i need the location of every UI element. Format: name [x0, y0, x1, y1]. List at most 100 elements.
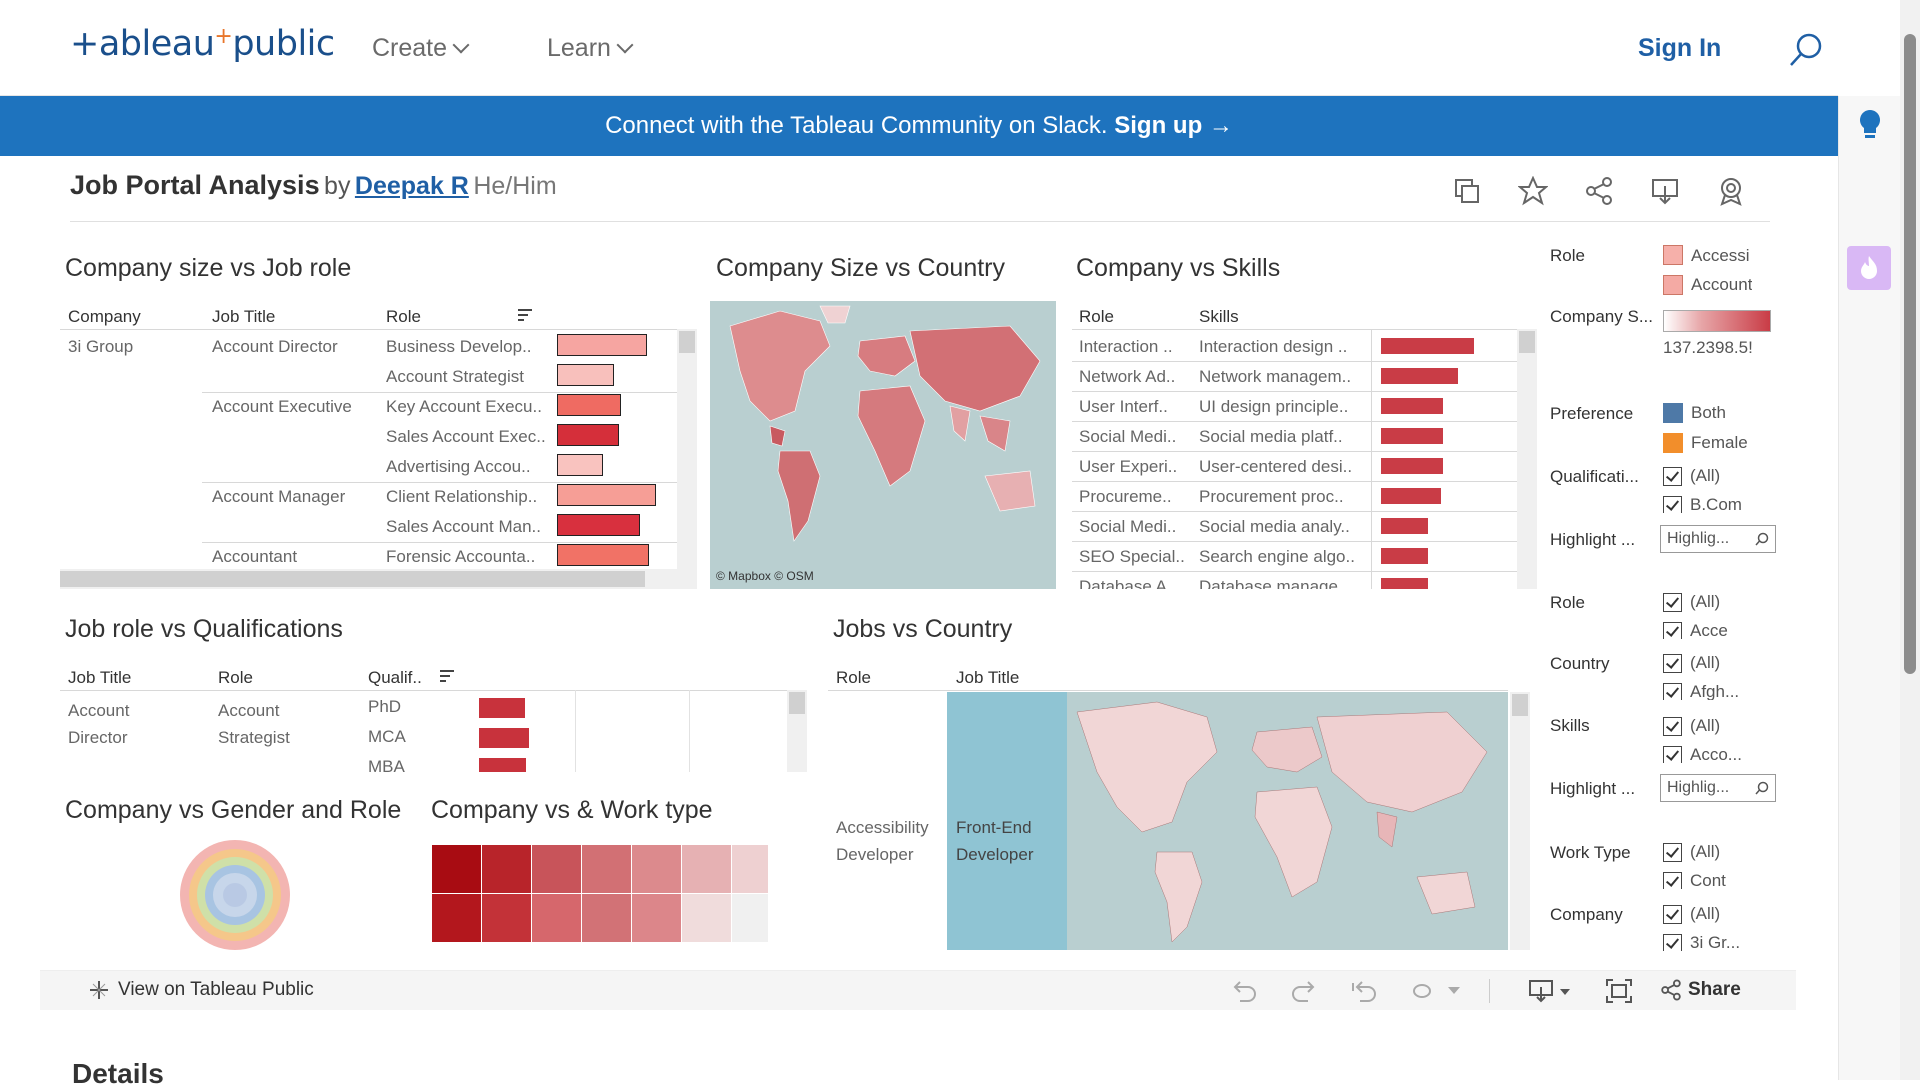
- country-first-checkbox[interactable]: Afgh...: [1663, 682, 1739, 700]
- job-title-cell: Account Executive: [212, 397, 352, 416]
- skill-bar[interactable]: [1381, 428, 1443, 444]
- dropdown-arrow-icon[interactable]: [1448, 987, 1460, 994]
- role-bar[interactable]: [557, 424, 619, 446]
- qualification-bar[interactable]: [479, 758, 526, 772]
- skills-first-checkbox[interactable]: Acco...: [1663, 745, 1742, 763]
- scrollbar-thumb[interactable]: [1904, 34, 1916, 674]
- sheet1-scrollbar[interactable]: [677, 329, 697, 589]
- skill-bar[interactable]: [1381, 578, 1428, 589]
- qualification-cell: MCA: [368, 727, 406, 746]
- role-all-checkbox[interactable]: (All): [1663, 592, 1720, 613]
- role-legend-swatch[interactable]: [1663, 275, 1683, 295]
- sign-in-link[interactable]: Sign In: [1638, 34, 1722, 62]
- heatmap-cell[interactable]: [432, 894, 481, 942]
- skill-bar[interactable]: [1381, 458, 1443, 474]
- badge-icon[interactable]: [1716, 176, 1746, 206]
- role-bar[interactable]: [557, 334, 647, 356]
- role-legend-item[interactable]: Account: [1691, 275, 1753, 294]
- role-bar[interactable]: [557, 364, 614, 386]
- sheet1-h-scrollbar[interactable]: [60, 569, 677, 589]
- jobs-country-map[interactable]: [1067, 692, 1508, 950]
- role-bar[interactable]: [557, 544, 649, 566]
- revert-icon[interactable]: [1350, 981, 1378, 1003]
- role-cell: SEO Special..: [1079, 547, 1185, 566]
- skill-bar[interactable]: [1381, 338, 1474, 354]
- heatmap-cell[interactable]: [682, 845, 731, 893]
- highlight-search-input[interactable]: Highlig...: [1660, 525, 1776, 553]
- fullscreen-icon[interactable]: [1606, 979, 1632, 1003]
- tableau-public-logo[interactable]: +ableau+public: [70, 24, 335, 64]
- skill-bar[interactable]: [1381, 368, 1458, 384]
- company-all-checkbox[interactable]: (All): [1663, 904, 1720, 925]
- download-icon[interactable]: [1528, 979, 1574, 1003]
- heatmap-cell[interactable]: [732, 894, 768, 942]
- heatmap-cell[interactable]: [582, 845, 631, 893]
- role-legend-item[interactable]: Accessi: [1691, 246, 1750, 265]
- heatmap-cell[interactable]: [482, 845, 531, 893]
- create-menu[interactable]: Create: [372, 34, 470, 63]
- company-size-country-map[interactable]: © Mapbox © OSM: [710, 301, 1056, 589]
- learn-menu[interactable]: Learn: [547, 34, 634, 63]
- role-bar[interactable]: [557, 514, 640, 536]
- download-icon[interactable]: [1650, 176, 1680, 206]
- share-icon[interactable]: [1584, 176, 1614, 206]
- work-type-all-checkbox[interactable]: (All): [1663, 842, 1720, 863]
- view-on-tableau-public-button[interactable]: View on Tableau Public: [88, 979, 314, 1001]
- fire-icon[interactable]: [1847, 246, 1891, 290]
- sort-icon[interactable]: [438, 668, 456, 684]
- role-bar[interactable]: [557, 394, 621, 416]
- heatmap-cell[interactable]: [432, 845, 481, 893]
- qualification-first-checkbox[interactable]: B.Com: [1663, 495, 1742, 513]
- heatmap-cell[interactable]: [632, 894, 681, 942]
- heatmap-cell[interactable]: [582, 894, 631, 942]
- qualification-all-checkbox[interactable]: (All): [1663, 466, 1720, 487]
- skill-bar[interactable]: [1381, 398, 1443, 414]
- heatmap-cell[interactable]: [682, 894, 731, 942]
- preference-swatch-female[interactable]: [1663, 433, 1683, 453]
- qualification-cell: MBA: [368, 757, 405, 772]
- copy-icon[interactable]: [1452, 176, 1482, 206]
- author-link[interactable]: Deepak R: [354, 172, 469, 200]
- company-first-checkbox[interactable]: 3i Gr...: [1663, 933, 1740, 951]
- undo-icon[interactable]: [1230, 981, 1258, 1003]
- heatmap-cell[interactable]: [632, 845, 681, 893]
- role-first-checkbox[interactable]: Acce: [1663, 621, 1728, 639]
- country-all-checkbox[interactable]: (All): [1663, 653, 1720, 674]
- skill-bar[interactable]: [1381, 518, 1428, 534]
- sheet3-scrollbar[interactable]: [1517, 329, 1537, 589]
- preference-item-female[interactable]: Female: [1691, 433, 1748, 452]
- sheet5-scrollbar[interactable]: [1510, 692, 1530, 950]
- share-button[interactable]: Share: [1660, 979, 1741, 1001]
- work-type-first-checkbox[interactable]: Cont: [1663, 871, 1726, 889]
- search-icon[interactable]: [1786, 30, 1826, 70]
- qualification-bar[interactable]: [479, 698, 525, 718]
- job-title-highlight[interactable]: [947, 692, 1067, 950]
- role-bar[interactable]: [557, 454, 603, 476]
- favorite-star-icon[interactable]: [1518, 176, 1548, 206]
- slack-banner[interactable]: Connect with the Tableau Community on Sl…: [0, 96, 1838, 156]
- heatmap-cell[interactable]: [532, 894, 581, 942]
- qualification-bar[interactable]: [479, 728, 529, 748]
- heatmap-cell[interactable]: [532, 845, 581, 893]
- skill-bar[interactable]: [1381, 548, 1428, 564]
- gender-role-radial-chart[interactable]: [178, 838, 292, 952]
- row-divider: [1072, 391, 1517, 392]
- preference-item-both[interactable]: Both: [1691, 403, 1726, 422]
- sort-icon[interactable]: [516, 307, 534, 323]
- chevron-down-icon: [616, 36, 634, 54]
- lightbulb-icon[interactable]: [1857, 108, 1883, 140]
- preference-swatch-both[interactable]: [1663, 403, 1683, 423]
- role-legend-swatch[interactable]: [1663, 245, 1683, 265]
- skills-all-checkbox[interactable]: (All): [1663, 716, 1720, 737]
- company-work-type-heatmap[interactable]: [432, 845, 808, 943]
- redo-icon[interactable]: [1290, 981, 1318, 1003]
- skill-bar[interactable]: [1381, 488, 1441, 504]
- heatmap-cell[interactable]: [732, 845, 768, 893]
- page-scrollbar[interactable]: [1900, 0, 1920, 1080]
- sheet4-scrollbar[interactable]: [787, 690, 807, 772]
- refresh-icon[interactable]: [1410, 981, 1438, 1003]
- author-pronoun: He/Him: [473, 172, 557, 200]
- heatmap-cell[interactable]: [482, 894, 531, 942]
- highlight-search-input[interactable]: Highlig...: [1660, 774, 1776, 802]
- role-bar[interactable]: [557, 484, 656, 506]
